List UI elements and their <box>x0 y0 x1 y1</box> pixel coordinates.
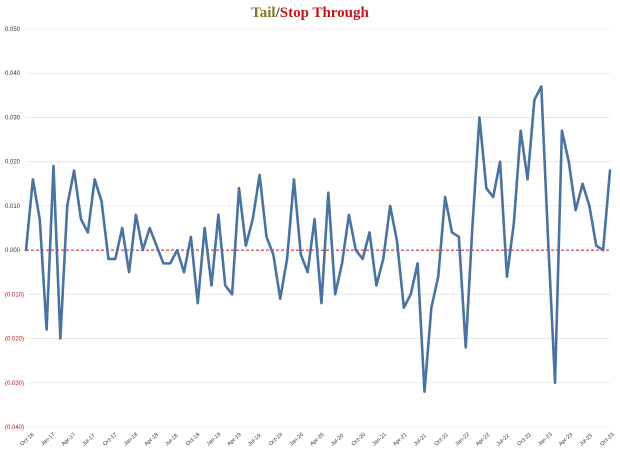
y-tick-label: 0.010 <box>5 204 21 210</box>
x-tick-label: Oct-16 <box>19 432 35 448</box>
y-tick-label: 0.030 <box>5 115 21 121</box>
x-tick-label: Jul-22 <box>496 433 511 447</box>
x-tick-label: Oct-19 <box>268 432 284 448</box>
x-tick-label: Jan-17 <box>40 432 57 448</box>
y-tick-label: (0.020) <box>5 337 24 343</box>
title-tail: Tail <box>251 5 276 21</box>
title-stop-through: Stop Through <box>279 5 369 21</box>
x-tick-label: Jul-23 <box>579 433 594 447</box>
y-axis-ticks: 0.050 0.040 0.030 0.020 0.010 0.000 (0.010) (0.… <box>5 27 24 431</box>
x-tick-label: Jul-20 <box>330 433 345 447</box>
x-tick-label: Jan-19 <box>206 432 223 448</box>
x-tick-label: Apr-18 <box>144 432 160 448</box>
x-tick-label: Oct-22 <box>516 432 532 448</box>
x-tick-label: Oct-17 <box>102 432 118 448</box>
x-tick-label: Apr-20 <box>309 432 325 448</box>
series-layer <box>24 85 612 393</box>
title-separator: / <box>275 5 280 21</box>
y-tick-label: 0.050 <box>5 27 21 33</box>
y-tick-label: (0.010) <box>5 292 24 298</box>
x-tick-label: Apr-17 <box>61 432 77 448</box>
x-tick-label: Apr-21 <box>392 432 408 448</box>
x-tick-label: Apr-19 <box>226 432 242 448</box>
y-tick-label: 0.040 <box>5 71 21 77</box>
chart-title: Tail/Stop Through <box>0 5 620 21</box>
x-tick-label: Apr-22 <box>475 432 491 448</box>
series-line <box>24 85 612 393</box>
gridlines <box>26 28 610 428</box>
x-tick-label: Jul-19 <box>247 433 262 447</box>
x-tick-label: Oct-20 <box>351 432 367 448</box>
x-tick-label: Oct-21 <box>434 432 450 448</box>
x-tick-label: Oct-23 <box>599 432 615 448</box>
x-tick-label: Jan-22 <box>454 432 471 448</box>
x-tick-label: Jan-21 <box>371 432 388 448</box>
x-tick-label: Apr-23 <box>558 432 574 448</box>
x-axis-ticks: Oct-16 Jan-17 Apr-17 Jul-17 Oct-17 Jan-18 Apr-… <box>19 432 615 448</box>
y-tick-label: (0.030) <box>5 381 24 387</box>
x-tick-label: Jan-18 <box>123 432 140 448</box>
x-tick-label: Jul-17 <box>81 433 96 447</box>
y-tick-label: (0.040) <box>5 425 24 431</box>
x-tick-label: Jan-20 <box>289 432 306 448</box>
x-tick-label: Jul-21 <box>413 433 428 447</box>
x-tick-label: Oct-18 <box>185 432 201 448</box>
x-tick-label: Jul-18 <box>164 433 179 447</box>
x-tick-label: Jan-23 <box>537 432 554 448</box>
y-tick-label: 0.020 <box>5 160 21 166</box>
y-tick-label: 0.000 <box>5 248 21 254</box>
